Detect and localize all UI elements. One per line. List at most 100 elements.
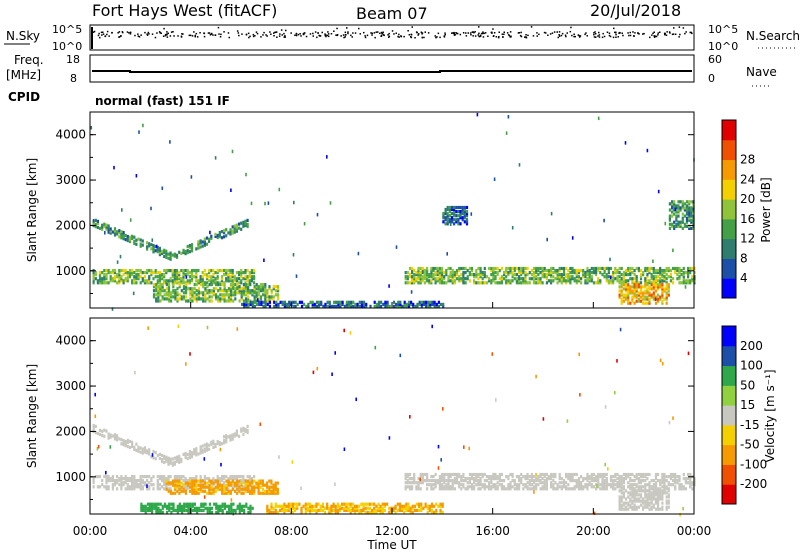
- heatmap-cell: [571, 475, 574, 479]
- heatmap-cell: [652, 497, 655, 501]
- heatmap-cell: [208, 483, 211, 487]
- heatmap-cell: [345, 502, 348, 506]
- heatmap-cell: [231, 477, 234, 481]
- heatmap-cell: [595, 271, 598, 275]
- heatmap-cell: [642, 273, 645, 277]
- heatmap-cell: [156, 247, 159, 252]
- heatmap-cell: [447, 483, 450, 487]
- heatmap-cell: [505, 475, 508, 479]
- heatmap-cell: [167, 299, 171, 303]
- heatmap-cell: [652, 489, 655, 493]
- heatmap-cell: [257, 298, 259, 302]
- heatmap-cell: [524, 483, 527, 487]
- heatmap-cell: [627, 507, 630, 511]
- heatmap-cell: [550, 485, 553, 489]
- heatmap-cell: [244, 289, 248, 293]
- heatmap-cell: [197, 295, 200, 299]
- heatmap-cell: [453, 479, 456, 483]
- heatmap-cell: [507, 115, 510, 119]
- heatmap-cell: [509, 266, 512, 271]
- heatmap-cell: [518, 266, 521, 271]
- heatmap-cell: [174, 483, 177, 487]
- heatmap-cell: [430, 475, 433, 479]
- heatmap-cell: [274, 491, 277, 495]
- nsky-point: [111, 31, 113, 34]
- heatmap-cell: [146, 245, 149, 249]
- heatmap-cell: [633, 497, 636, 501]
- heatmap-cell: [609, 483, 613, 487]
- heatmap-cell: [131, 442, 134, 446]
- heatmap-cell: [182, 297, 186, 301]
- heatmap-cell: [541, 266, 544, 271]
- colorbar-swatch: [722, 444, 736, 465]
- heatmap-cell: [354, 304, 357, 308]
- heatmap-cell: [214, 234, 217, 238]
- heatmap-cell: [601, 485, 604, 489]
- heatmap-cell: [291, 504, 294, 508]
- heatmap-cell: [603, 487, 606, 491]
- heatmap-cell: [566, 419, 569, 423]
- heatmap-cell: [309, 300, 312, 304]
- heatmap-cell: [278, 455, 280, 459]
- heatmap-cell: [124, 279, 127, 283]
- heatmap-cell: [334, 351, 336, 355]
- heatmap-cell: [420, 508, 423, 512]
- heatmap-cell: [438, 266, 441, 271]
- heatmap-cell: [155, 508, 158, 512]
- heatmap-cell: [603, 475, 606, 479]
- nsky-point: [601, 36, 604, 39]
- heatmap-cell: [446, 222, 449, 226]
- heatmap-cell: [618, 499, 621, 503]
- heatmap-cell: [681, 212, 684, 216]
- heatmap-cell: [511, 275, 514, 279]
- heatmap-cell: [522, 483, 525, 487]
- heatmap-cell: [386, 302, 389, 306]
- heatmap-cell: [426, 510, 429, 514]
- heatmap-cell: [315, 504, 318, 508]
- heatmap-cell: [633, 489, 636, 493]
- heatmap-cell: [163, 479, 166, 483]
- heatmap-cell: [206, 481, 209, 485]
- heatmap-cell: [463, 210, 466, 214]
- nsky-point: [146, 33, 148, 35]
- heatmap-cell: [685, 216, 689, 220]
- heatmap-cell: [261, 483, 264, 487]
- heatmap-cell: [221, 502, 224, 506]
- heatmap-cell: [173, 273, 176, 277]
- heatmap-cell: [637, 297, 640, 301]
- heatmap-cell: [324, 304, 327, 308]
- heatmap-cell: [92, 273, 95, 277]
- heatmap-cell: [163, 475, 166, 479]
- heatmap-cell: [627, 285, 630, 289]
- heatmap-cell: [157, 289, 160, 293]
- heatmap-cell: [432, 266, 435, 271]
- heatmap-cell: [229, 283, 233, 287]
- heatmap-cell: [674, 207, 677, 212]
- heatmap-cell: [455, 205, 458, 210]
- heatmap-cell: [328, 302, 331, 306]
- heatmap-cell: [248, 481, 252, 485]
- nsky-point: [628, 34, 630, 37]
- heatmap-cell: [652, 259, 654, 263]
- heatmap-cell: [173, 277, 176, 281]
- heatmap-cell: [622, 273, 625, 277]
- heatmap-cell: [229, 289, 233, 293]
- heatmap-cell: [212, 439, 215, 443]
- heatmap-cell: [620, 487, 623, 491]
- heatmap-cell: [597, 472, 600, 477]
- heatmap-cell: [236, 483, 239, 487]
- heatmap-cell: [141, 243, 144, 247]
- heatmap-cell: [610, 275, 612, 280]
- heatmap-cell: [182, 250, 185, 255]
- heatmap-cell: [603, 472, 606, 477]
- nsky-point: [354, 32, 357, 34]
- nsky-point: [276, 36, 278, 38]
- heatmap-cell: [277, 295, 280, 299]
- heatmap-cell: [161, 479, 164, 483]
- heatmap-cell: [545, 477, 548, 481]
- heatmap-cell: [633, 285, 636, 289]
- heatmap-cell: [315, 304, 319, 308]
- heatmap-cell: [657, 275, 660, 279]
- heatmap-cell: [580, 281, 583, 285]
- heatmap-cell: [223, 229, 226, 233]
